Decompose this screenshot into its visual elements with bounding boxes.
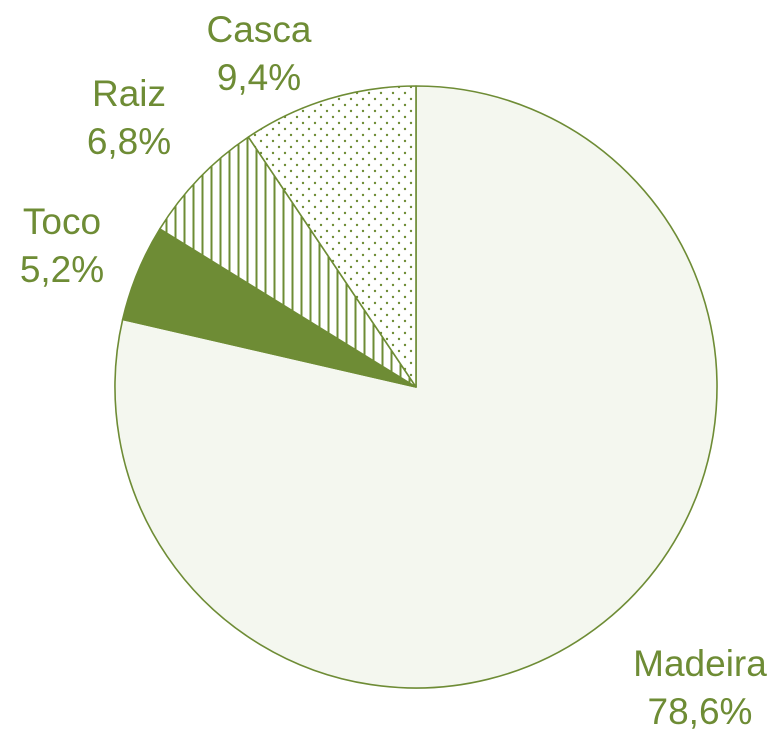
pie-labels: Madeira 78,6% Toco 5,2% Raiz 6,8% Casca 9,4% <box>20 9 767 731</box>
pie-slices <box>114 85 718 689</box>
slice-name-madeira: Madeira <box>633 643 767 684</box>
slice-value-raiz: 6,8% <box>87 121 171 162</box>
pie-slice-raiz <box>159 136 417 388</box>
slice-name-raiz: Raiz <box>92 73 166 114</box>
slice-value-madeira: 78,6% <box>648 691 753 731</box>
slice-name-casca: Casca <box>207 9 312 50</box>
slice-value-toco: 5,2% <box>20 249 104 290</box>
slice-name-toco: Toco <box>23 201 101 242</box>
slice-value-casca: 9,4% <box>217 57 301 98</box>
pie-slice-casca <box>247 85 417 388</box>
